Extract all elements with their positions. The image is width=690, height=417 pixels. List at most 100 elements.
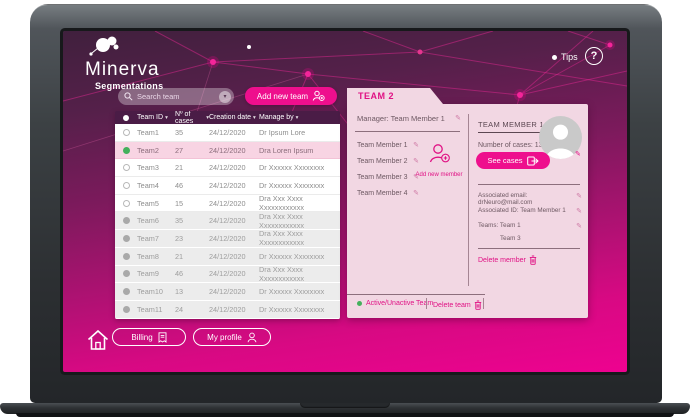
header-creation-date[interactable]: Creation date ▾ xyxy=(209,114,256,121)
member-list: Team Member 1 ✎ Team Member 2 ✎ Team Mem… xyxy=(357,137,419,201)
team-status-dot[interactable] xyxy=(122,146,130,154)
manager-cell: Dr Ipsum Lore xyxy=(259,127,306,137)
team-panel-title: TEAM 2 xyxy=(358,91,395,101)
team-id-cell: Team6 xyxy=(137,216,159,226)
team-id-cell: Team2 xyxy=(137,145,159,155)
profile-label: My profile xyxy=(207,332,242,342)
footer-divider xyxy=(347,294,485,295)
tips-dot-icon xyxy=(552,54,557,60)
team-member-row[interactable]: Team Member 2 ✎ xyxy=(357,153,419,169)
manager-cell: Dra Xxx Xxxx Xxxxxxxxxxxx xyxy=(259,229,304,248)
team-search[interactable]: ▾ xyxy=(118,88,234,105)
tips-toggle[interactable]: Tips xyxy=(552,52,578,62)
edit-manager-icon[interactable]: ✎ xyxy=(455,115,461,122)
edit-avatar-icon[interactable]: ✎ xyxy=(575,151,581,158)
edit-member-icon[interactable]: ✎ xyxy=(413,142,419,149)
edit-member-icon[interactable]: ✎ xyxy=(413,190,419,197)
table-row[interactable]: Team5 15 24/12/2020 Dra Xxx Xxxx Xxxxxxx… xyxy=(115,194,340,213)
see-cases-button[interactable]: See cases xyxy=(476,152,550,169)
sort-caret-icon: ▾ xyxy=(253,114,256,121)
table-row[interactable]: Team10 13 24/12/2020 Dr Xxxxxx Xxxxxxxx xyxy=(115,283,340,301)
date-cell: 24/12/2020 xyxy=(209,127,246,137)
member-name: Team Member 3 xyxy=(357,173,408,181)
search-input[interactable] xyxy=(133,92,219,101)
my-profile-button[interactable]: My profile xyxy=(193,328,271,346)
team-status-dot[interactable] xyxy=(122,128,130,136)
date-cell: 24/12/2020 xyxy=(209,163,246,173)
team-member-row[interactable]: Team Member 3 ✎ xyxy=(357,169,419,185)
manager-cell: Dra Loren Ipsum xyxy=(259,145,314,155)
active-status-dot xyxy=(357,301,362,306)
table-row[interactable]: Team4 46 24/12/2020 Dr Xxxxxx Xxxxxxxx xyxy=(115,177,340,195)
edit-member-icon[interactable]: ✎ xyxy=(413,174,419,181)
cases-cell: 15 xyxy=(175,198,184,208)
table-row[interactable]: Team1 35 24/12/2020 Dr Ipsum Lore xyxy=(115,124,340,142)
date-cell: 24/12/2020 xyxy=(209,304,246,314)
header-cases[interactable]: Nº of cases ▾ xyxy=(175,111,209,125)
table-row[interactable]: Team3 21 24/12/2020 Dr Xxxxxx Xxxxxxxx xyxy=(115,159,340,178)
table-row[interactable]: Team9 46 24/12/2020 Dra Xxx Xxxx Xxxxxxx… xyxy=(115,264,340,284)
team-status-dot[interactable] xyxy=(122,305,130,313)
team-id-cell: Team7 xyxy=(137,233,159,243)
logo-blob-icon xyxy=(89,36,119,56)
team-status-dot[interactable] xyxy=(122,199,130,207)
date-cell: 24/12/2020 xyxy=(209,233,246,243)
team-panel-tab[interactable]: TEAM 2 xyxy=(347,88,443,104)
chevron-down-icon: ▾ xyxy=(223,94,227,100)
divider xyxy=(478,184,580,185)
active-toggle-label: Active/Unactive Team xyxy=(366,300,434,307)
team-id-cell: Team3 xyxy=(137,163,159,173)
member-avatar[interactable] xyxy=(539,116,582,159)
manager-cell: Dr Xxxxxx Xxxxxxxx xyxy=(259,287,325,297)
member-cases-text: Number of cases: 13 xyxy=(478,142,543,149)
team-table-body: Team1 35 24/12/2020 Dr Ipsum Lore Team2 … xyxy=(115,124,340,319)
team-status-dot[interactable] xyxy=(122,234,130,242)
teams-table: Team ID ▾ Nº of cases ▾ Creation date ▾ … xyxy=(115,111,340,319)
delete-team-button[interactable]: Delete team xyxy=(433,300,482,310)
add-new-team-button[interactable]: Add new team xyxy=(245,87,337,105)
help-button[interactable]: ? xyxy=(585,47,603,65)
member-detail-section: TEAM MEMBER 1 Number of cases: 13 See ca… xyxy=(468,104,588,289)
team-member-row[interactable]: Team Member 4 ✎ xyxy=(357,185,419,201)
add-member-label: Add new member xyxy=(415,172,463,178)
delete-member-button[interactable]: Delete member xyxy=(478,255,537,265)
person-plus-icon xyxy=(429,144,450,163)
team-status-dot[interactable] xyxy=(122,181,130,189)
app-screen: Minerva Segmentations Tips ? ▾ Add new t… xyxy=(63,31,627,372)
table-row[interactable]: Team7 23 24/12/2020 Dra Xxx Xxxx Xxxxxxx… xyxy=(115,229,340,248)
team-status-dot[interactable] xyxy=(122,288,130,296)
team-status-dot[interactable] xyxy=(122,164,130,172)
header-team-id[interactable]: Team ID ▾ xyxy=(137,114,168,121)
title-underline xyxy=(478,132,544,133)
team-status-dot[interactable] xyxy=(122,270,130,278)
edit-teams-icon[interactable]: ✎ xyxy=(576,223,582,230)
team-panel-left: Manager: Team Member 1 ✎ Team Member 1 ✎… xyxy=(347,104,468,318)
add-new-member-button[interactable]: Add new member xyxy=(411,142,467,178)
see-cases-label: See cases xyxy=(487,156,523,165)
delete-team-label: Delete team xyxy=(433,301,471,309)
edit-id-icon[interactable]: ✎ xyxy=(576,208,582,215)
header-manage-by[interactable]: Manage by ▾ xyxy=(259,114,299,121)
cases-cell: 21 xyxy=(175,163,184,173)
team-status-dot[interactable] xyxy=(122,217,130,225)
cases-cell: 46 xyxy=(175,269,184,279)
manager-cell: Dra Xxx Xxxx Xxxxxxxxxxxx xyxy=(259,264,304,283)
search-dropdown-button[interactable]: ▾ xyxy=(219,90,231,103)
table-row[interactable]: Team11 24 24/12/2020 Dr Xxxxxx Xxxxxxxx xyxy=(115,300,340,319)
table-row[interactable]: Team2 27 24/12/2020 Dra Loren Ipsum xyxy=(115,141,340,160)
person-icon xyxy=(247,332,257,342)
active-team-toggle[interactable]: Active/Unactive Team xyxy=(357,300,433,307)
home-button[interactable] xyxy=(86,328,110,352)
edit-email-icon[interactable]: ✎ xyxy=(576,193,582,200)
home-icon xyxy=(87,329,109,350)
table-row[interactable]: Team8 21 24/12/2020 Dr Xxxxxx Xxxxxxxx xyxy=(115,247,340,266)
team-status-dot[interactable] xyxy=(122,252,130,260)
app-logo: Minerva Segmentations xyxy=(81,35,163,91)
billing-button[interactable]: Billing xyxy=(112,328,186,346)
team-member-row[interactable]: Team Member 1 ✎ xyxy=(357,137,419,153)
member-name: Team Member 1 xyxy=(357,141,408,149)
person-plus-icon xyxy=(312,90,325,101)
manager-cell: Dra Xxx Xxxx Xxxxxxxxxxxx xyxy=(259,211,304,230)
table-row[interactable]: Team6 35 24/12/2020 Dra Xxx Xxxx Xxxxxxx… xyxy=(115,211,340,231)
edit-member-icon[interactable]: ✎ xyxy=(413,158,419,165)
